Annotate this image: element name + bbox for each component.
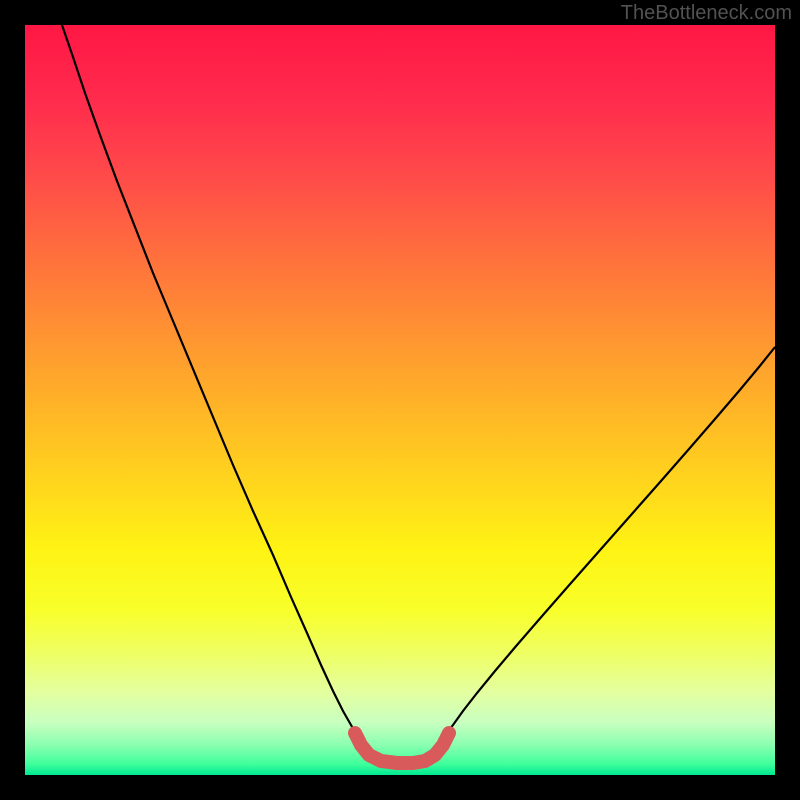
curve-layer (25, 25, 775, 775)
left-curve (62, 25, 362, 743)
right-curve (439, 347, 775, 743)
plot-area (25, 25, 775, 775)
watermark-text: TheBottleneck.com (621, 2, 792, 25)
chart-container: TheBottleneck.com (0, 0, 800, 800)
optimal-marker (355, 733, 449, 763)
